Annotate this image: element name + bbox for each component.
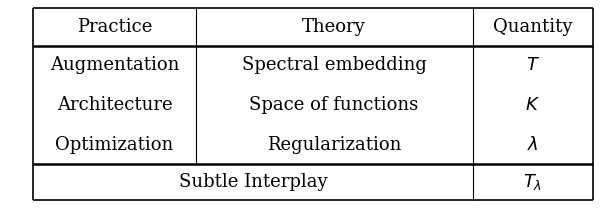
Text: Subtle Interplay: Subtle Interplay xyxy=(179,173,327,191)
Text: $\lambda$: $\lambda$ xyxy=(527,135,539,154)
Text: Augmentation: Augmentation xyxy=(50,56,179,74)
Text: Space of functions: Space of functions xyxy=(249,96,419,114)
Text: $T$: $T$ xyxy=(525,56,540,74)
Text: $T_{\lambda}$: $T_{\lambda}$ xyxy=(523,172,542,192)
Text: Architecture: Architecture xyxy=(57,96,172,114)
Text: Spectral embedding: Spectral embedding xyxy=(241,56,427,74)
Text: $K$: $K$ xyxy=(525,96,540,114)
Text: Optimization: Optimization xyxy=(55,135,174,154)
Text: Practice: Practice xyxy=(77,18,152,36)
Text: Regularization: Regularization xyxy=(267,135,401,154)
Text: Quantity: Quantity xyxy=(493,18,572,36)
Text: Theory: Theory xyxy=(302,18,366,36)
